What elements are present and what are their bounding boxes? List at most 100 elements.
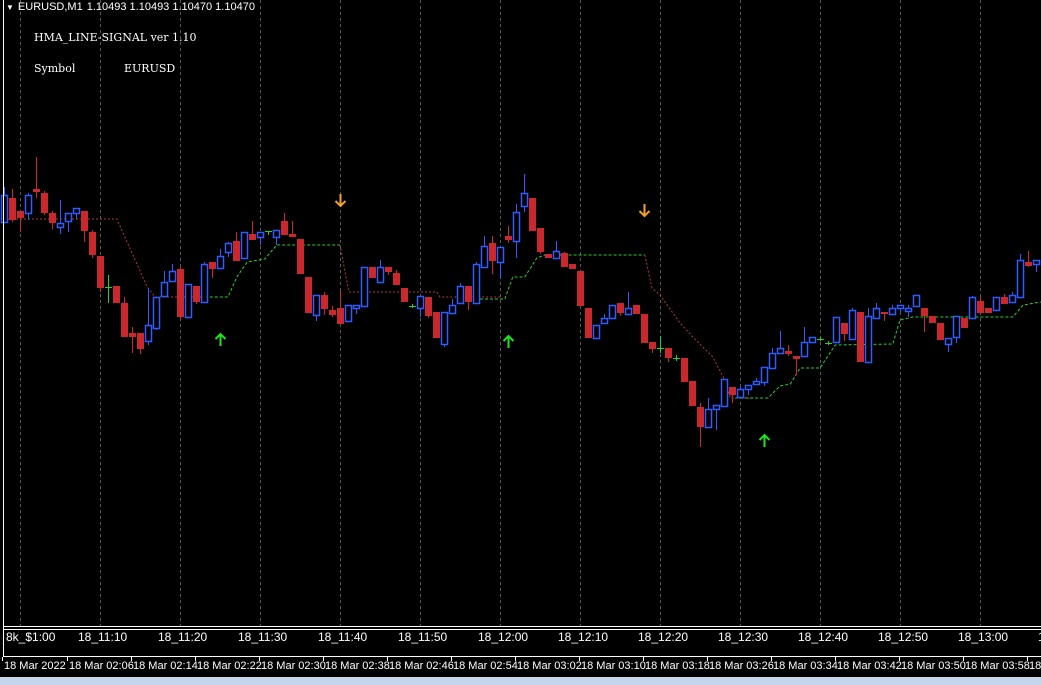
candle-bull — [448, 304, 457, 315]
candle-bear — [961, 318, 968, 328]
candle-bear — [369, 267, 376, 278]
time-scale-label: 18 Mar 03:18 — [645, 660, 710, 672]
candle-bull — [344, 304, 353, 323]
candle-bull — [1016, 259, 1025, 299]
candle-bear — [681, 358, 688, 382]
candle-bear — [921, 308, 928, 316]
sell-arrow-icon — [334, 194, 347, 208]
chart-bottom-border — [3, 626, 1041, 627]
time-tick — [707, 657, 708, 661]
ohlc-values: 1.10493 1.10493 1.10470 1.10470 — [86, 1, 255, 13]
candle-bull — [496, 246, 505, 264]
candle-bear — [561, 253, 568, 267]
candle-bull — [808, 336, 817, 344]
candle-bear — [529, 198, 536, 231]
custom-time-label: 1 — [1038, 630, 1041, 644]
candle-bear — [665, 348, 672, 358]
custom-time-label: 18_12:30 — [718, 630, 769, 644]
candle-bull — [864, 315, 873, 364]
candle-bear — [33, 189, 40, 192]
candle-bear — [641, 314, 648, 343]
time-tick — [643, 657, 644, 661]
custom-time-label: 18_12:40 — [798, 630, 849, 644]
candle-bear — [689, 381, 696, 406]
candle-bull — [168, 270, 177, 283]
candle-bull — [224, 242, 233, 254]
candle-bear — [9, 198, 16, 220]
candle-bull — [456, 285, 465, 305]
candle-bear — [137, 333, 144, 349]
candle-bear — [425, 297, 432, 316]
candle-bear — [545, 254, 552, 258]
buy-arrow-icon — [502, 334, 515, 348]
chart-canvas[interactable] — [0, 0, 1041, 627]
candle-bear — [337, 308, 344, 324]
candle-bear — [857, 312, 864, 362]
time-scale-label: 18 Mar 02:30 — [261, 660, 326, 672]
time-tick — [2, 657, 3, 661]
candle-bull — [800, 341, 809, 358]
buy-arrow-icon — [758, 433, 771, 447]
candle-bull — [56, 222, 65, 229]
candle-bull — [240, 231, 249, 260]
custom-time-labels: 8k_$1:00 18_11:10 18_11:20 18_11:30 18_11:40… — [0, 629, 1041, 656]
symbol-label: Symbol — [34, 62, 76, 75]
candle-bull — [184, 283, 193, 319]
chart-left-border — [3, 0, 4, 657]
time-tick — [259, 657, 260, 661]
candle-bull — [624, 307, 633, 316]
candle-bull — [144, 324, 153, 343]
time-scale-label: 18 Mar 03:42 — [837, 660, 902, 672]
candle-bull — [480, 245, 489, 269]
symbol-value: EURUSD — [124, 62, 176, 75]
time-tick — [963, 657, 964, 661]
candle-bear — [385, 267, 392, 272]
time-tick — [771, 657, 772, 661]
time-tick — [899, 657, 900, 661]
candle-bear — [977, 301, 984, 313]
buy-arrow-icon — [214, 332, 227, 346]
candle-bear — [113, 286, 120, 303]
time-scale-label: 18 Mar 2022 — [4, 660, 66, 672]
custom-time-label: 18_11:10 — [78, 630, 128, 644]
time-tick — [451, 657, 452, 661]
time-tick — [67, 657, 68, 661]
candle-bull — [608, 304, 617, 320]
candle-bull — [712, 404, 721, 411]
candle-bull — [520, 192, 529, 208]
candle-bear — [1001, 297, 1008, 304]
candle-bull — [776, 347, 785, 355]
time-scale-label: 18 Mar 03:02 — [517, 660, 582, 672]
candle-bull — [968, 296, 977, 320]
collapse-triangle-icon[interactable]: ▼ — [6, 2, 14, 12]
candle-bull — [760, 366, 769, 384]
time-scale[interactable]: 18 Mar 2022 18 Mar 02:06 18 Mar 02:14 18 Ma… — [0, 657, 1041, 676]
candle-bear — [577, 271, 584, 306]
candle-bull — [704, 408, 713, 429]
time-tick — [195, 657, 196, 661]
candle-bull — [552, 250, 561, 260]
candle-bull — [512, 211, 521, 243]
time-scale-label: 18 Mar 02:46 — [389, 660, 454, 672]
candle-bear — [785, 351, 792, 354]
candle-bear — [89, 232, 96, 255]
candle-bear — [177, 269, 184, 317]
candle-bull — [256, 231, 265, 239]
time-tick — [131, 657, 132, 661]
candle-bear — [881, 312, 888, 314]
time-scale-label: 18 Mar 02:54 — [453, 660, 518, 672]
candle-bull — [416, 295, 425, 310]
candle-bull — [592, 324, 601, 340]
time-tick — [835, 657, 836, 661]
candle-bull — [360, 266, 369, 308]
time-tick — [579, 657, 580, 661]
candle-bear — [793, 356, 800, 359]
candle-bear — [569, 264, 576, 269]
price-chart[interactable] — [0, 0, 1041, 627]
candle-bear — [505, 236, 512, 240]
candle-bear — [489, 243, 496, 261]
candle-bull — [848, 309, 857, 341]
candle-bear — [929, 316, 936, 323]
candle-bear — [329, 310, 336, 315]
candle-bull — [0, 194, 9, 224]
